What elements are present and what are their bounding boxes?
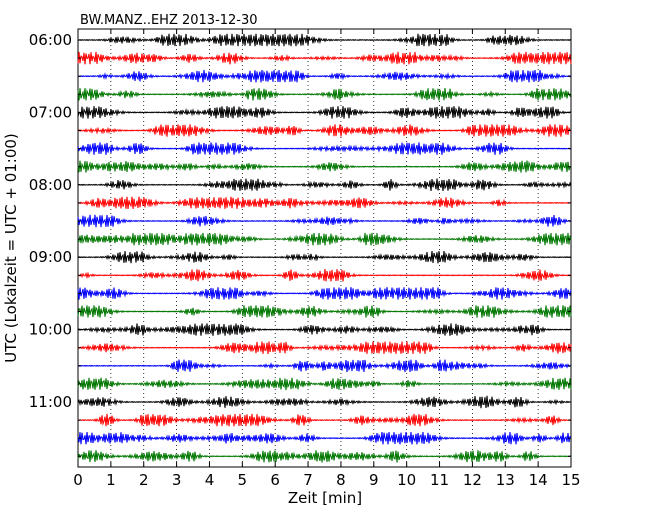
y-axis-label: UTC (Lokalzeit = UTC + 01:00) [2,133,20,363]
x-tick-label: 15 [561,471,580,489]
x-tick-label: 8 [336,471,346,489]
x-tick-label: 14 [529,471,548,489]
plot-title: BW.MANZ..EHZ 2013-12-30 [80,13,258,28]
trace-line [77,287,572,300]
y-tick-label: 09:00 [29,248,72,266]
x-tick-labels: 0 1 2 3 4 5 6 7 8 9 10 11 12 13 14 15 [73,471,580,489]
trace-line [77,88,572,101]
trace-line [77,214,572,228]
trace-line [77,431,572,445]
trace-line [77,33,572,47]
x-tick-label: 2 [139,471,149,489]
x-axis-label: Zeit [min] [288,489,362,507]
trace-line [77,395,572,409]
plot-frame [77,28,572,468]
trace-line [77,142,572,155]
trace-line [77,377,572,391]
x-tick-label: 3 [172,471,182,489]
trace-line [77,106,572,119]
axis-ticks [77,29,572,467]
x-tick-label: 5 [238,471,248,489]
x-tick-label: 10 [397,471,416,489]
x-tick-label: 4 [205,471,215,489]
y-tick-label: 06:00 [29,31,72,49]
trace-line [77,178,572,192]
trace-line [77,232,572,246]
trace-line [77,51,572,65]
x-tick-label: 12 [463,471,482,489]
trace-line [77,269,572,282]
seismic-traces [77,33,572,463]
trace-line [77,305,572,318]
x-tick-label: 13 [496,471,515,489]
trace-line [77,196,572,209]
trace-line [77,124,572,137]
trace-line [77,69,572,83]
trace-line [77,250,572,264]
trace-line [77,359,572,373]
trace-line [77,160,572,173]
y-tick-label: 10:00 [29,321,72,339]
x-tick-label: 0 [73,471,83,489]
x-tick-label: 7 [303,471,313,489]
x-tick-label: 11 [430,471,449,489]
trace-line [77,450,572,463]
trace-line [77,413,572,427]
trace-line [77,323,572,336]
y-tick-labels: 06:00 07:00 08:00 09:00 10:00 11:00 [29,31,72,411]
trace-line [77,341,572,354]
x-tick-label: 9 [369,471,379,489]
x-tick-label: 1 [106,471,116,489]
y-tick-label: 07:00 [29,103,72,121]
y-tick-label: 08:00 [29,176,72,194]
x-tick-label: 6 [270,471,280,489]
y-tick-label: 11:00 [29,393,72,411]
